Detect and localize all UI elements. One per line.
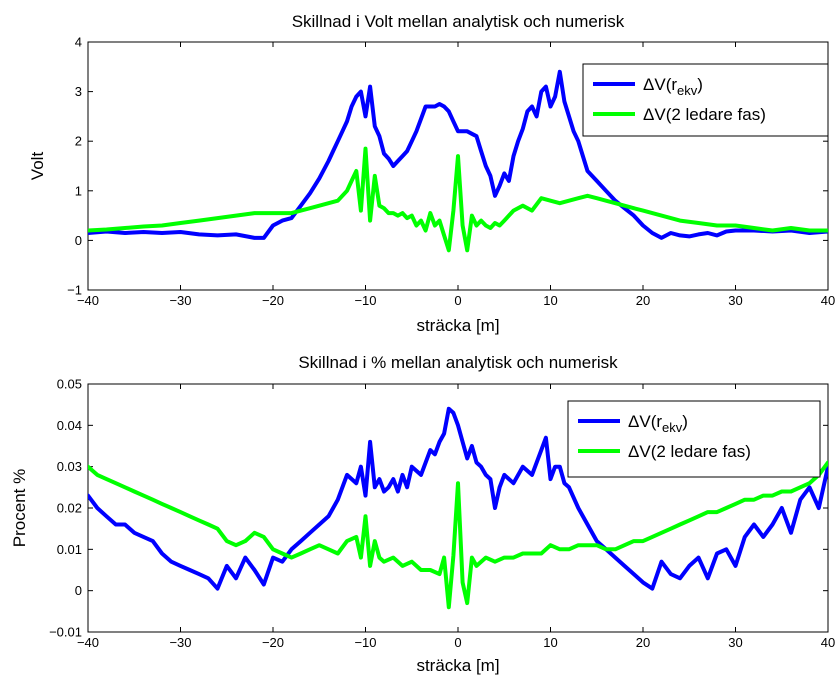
x-tick-label: 10: [543, 635, 557, 650]
x-tick-label: 30: [728, 635, 742, 650]
chart-title: Skillnad i % mellan analytisk och numeri…: [298, 353, 618, 372]
legend-label-1: ΔV(rekv): [643, 75, 703, 98]
x-axis-label: sträcka [m]: [416, 656, 499, 675]
x-tick-label: 20: [636, 635, 650, 650]
series-group: [88, 69, 828, 253]
legend: ΔV(rekv) ΔV(2 ledare fas): [567, 400, 821, 478]
y-tick-label: 2: [75, 134, 82, 149]
series-line-2: [88, 146, 828, 253]
y-tick-label: 4: [75, 35, 82, 50]
legend-label-text: ΔV(2 ledare fas): [643, 105, 766, 124]
x-tick-label: 0: [454, 635, 461, 650]
legend: ΔV(rekv) ΔV(2 ledare fas): [582, 63, 829, 137]
x-tick-label: 10: [543, 293, 557, 308]
chart-2: −40 −30 −20 −10 0 10 20 30 40 −0.01 0 0.01 0.02 0.03 0…: [10, 353, 835, 675]
legend-label-text: ΔV(2 ledare fas): [628, 442, 751, 461]
y-tick-label: 0.05: [57, 377, 82, 392]
y-tick-label: 3: [75, 84, 82, 99]
x-tick-label: −10: [354, 635, 376, 650]
x-tick-label: −20: [262, 635, 284, 650]
x-tick-label: −40: [77, 635, 99, 650]
y-tick-label: 1: [75, 183, 82, 198]
y-axis-label: Procent %: [10, 469, 29, 547]
series-line-1: [88, 406, 828, 591]
x-tick-label: 40: [821, 293, 835, 308]
chart-title: Skillnad i Volt mellan analytisk och num…: [292, 12, 625, 31]
x-tick-label: 20: [636, 293, 650, 308]
series-group: [88, 406, 828, 610]
x-tick-label: −30: [169, 635, 191, 650]
y-tick-label: −1: [67, 283, 82, 298]
legend-label-1: ΔV(rekv): [628, 412, 688, 435]
legend-label-close: ): [682, 412, 688, 431]
y-tick-label: 0: [75, 583, 82, 598]
legend-box: [567, 400, 821, 478]
series-line-2: [88, 460, 828, 610]
legend-label-2: ΔV(2 ledare fas): [628, 442, 751, 461]
legend-label-close: ): [697, 75, 703, 94]
y-tick-label: −0.01: [49, 625, 82, 640]
legend-label-2: ΔV(2 ledare fas): [643, 105, 766, 124]
x-tick-label: 0: [454, 293, 461, 308]
y-tick-label: 0.01: [57, 542, 82, 557]
x-tick-label: 30: [728, 293, 742, 308]
legend-box: [582, 63, 829, 137]
y-tick-label: 0.03: [57, 459, 82, 474]
x-tick-label: −20: [262, 293, 284, 308]
legend-label-subscript: ekv: [662, 420, 683, 435]
x-tick-label: 40: [821, 635, 835, 650]
legend-label-text: ΔV(r: [643, 75, 677, 94]
y-tick-label: 0.02: [57, 501, 82, 516]
legend-label-text: ΔV(r: [628, 412, 662, 431]
x-tick-label: −10: [354, 293, 376, 308]
y-axis-label: Volt: [28, 152, 47, 181]
series-line-1: [88, 69, 828, 240]
y-tick-label: 0: [75, 233, 82, 248]
x-tick-label: −30: [169, 293, 191, 308]
x-tick-label: −40: [77, 293, 99, 308]
x-axis-label: sträcka [m]: [416, 316, 499, 335]
legend-label-subscript: ekv: [677, 83, 698, 98]
y-tick-label: 0.04: [57, 418, 82, 433]
